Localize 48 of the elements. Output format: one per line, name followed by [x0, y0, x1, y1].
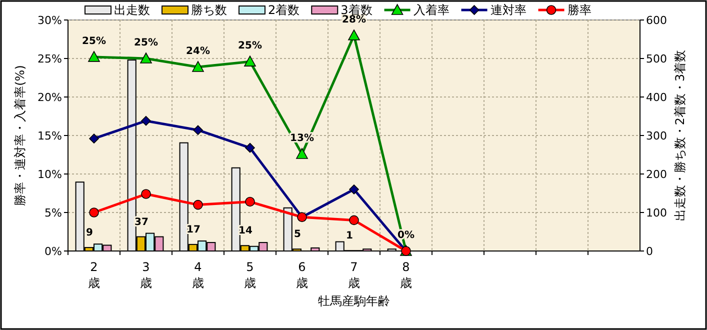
point — [89, 134, 99, 144]
y2-tick-label: 200 — [646, 168, 667, 181]
data-label: 24% — [186, 46, 210, 57]
y-tick-label: 30% — [38, 14, 62, 27]
data-label: 9 — [86, 228, 93, 239]
x-tick-label: 4歳 — [192, 260, 204, 290]
legend-label: 2着数 — [268, 3, 300, 17]
y2-tick-label: 400 — [646, 91, 667, 104]
y-tick-label: 10% — [38, 168, 62, 181]
data-label: 25% — [134, 38, 158, 48]
x-tick-label: 3歳 — [140, 260, 152, 290]
point — [193, 200, 203, 210]
x-axis-title: 牡馬産駒年齢 — [318, 294, 390, 308]
legend-label: 勝ち数 — [191, 3, 227, 17]
y2-tick-label: 300 — [646, 130, 667, 142]
data-label: 25% — [238, 40, 262, 52]
data-label: 25% — [82, 36, 106, 47]
point — [89, 208, 99, 218]
data-label: 1 — [346, 230, 353, 242]
point — [245, 196, 255, 207]
y-tick-label: 15% — [38, 130, 62, 142]
point — [141, 189, 151, 199]
data-label: 28% — [342, 14, 366, 26]
y2-tick-label: 600 — [646, 14, 667, 27]
legend-label: 出走数 — [114, 3, 150, 17]
x-tick-label: 8歳 — [400, 260, 412, 290]
point — [193, 125, 203, 136]
y2-axis-title: 出走数・勝ち数・2着数・3着数 — [673, 50, 687, 222]
x-tick-label: 6歳 — [296, 260, 308, 290]
legend-label: 連対率 — [490, 3, 526, 17]
x-tick-label: 2歳 — [88, 260, 100, 290]
y-tick-label: 5% — [44, 206, 62, 220]
x-tick-label: 7歳 — [348, 260, 360, 290]
y2-tick-label: 500 — [646, 52, 667, 66]
y-axis-title: 勝率・連対率・入着率(%) — [13, 65, 27, 206]
point — [245, 142, 255, 153]
point — [349, 184, 359, 194]
legend-label: 勝率 — [567, 3, 592, 17]
x-tick-label: 5 歳 — [244, 260, 256, 290]
point — [349, 215, 359, 226]
data-label: 5 — [294, 229, 301, 240]
y2-tick-label: 0 — [646, 245, 653, 258]
y-tick-label: 20% — [38, 91, 62, 104]
legend-label: 入着率 — [413, 3, 450, 17]
y-tick-label: 0% — [44, 245, 62, 258]
point — [141, 116, 151, 126]
y-tick-label: 25% — [38, 52, 62, 66]
y2-tick-label: 100 — [646, 206, 667, 220]
